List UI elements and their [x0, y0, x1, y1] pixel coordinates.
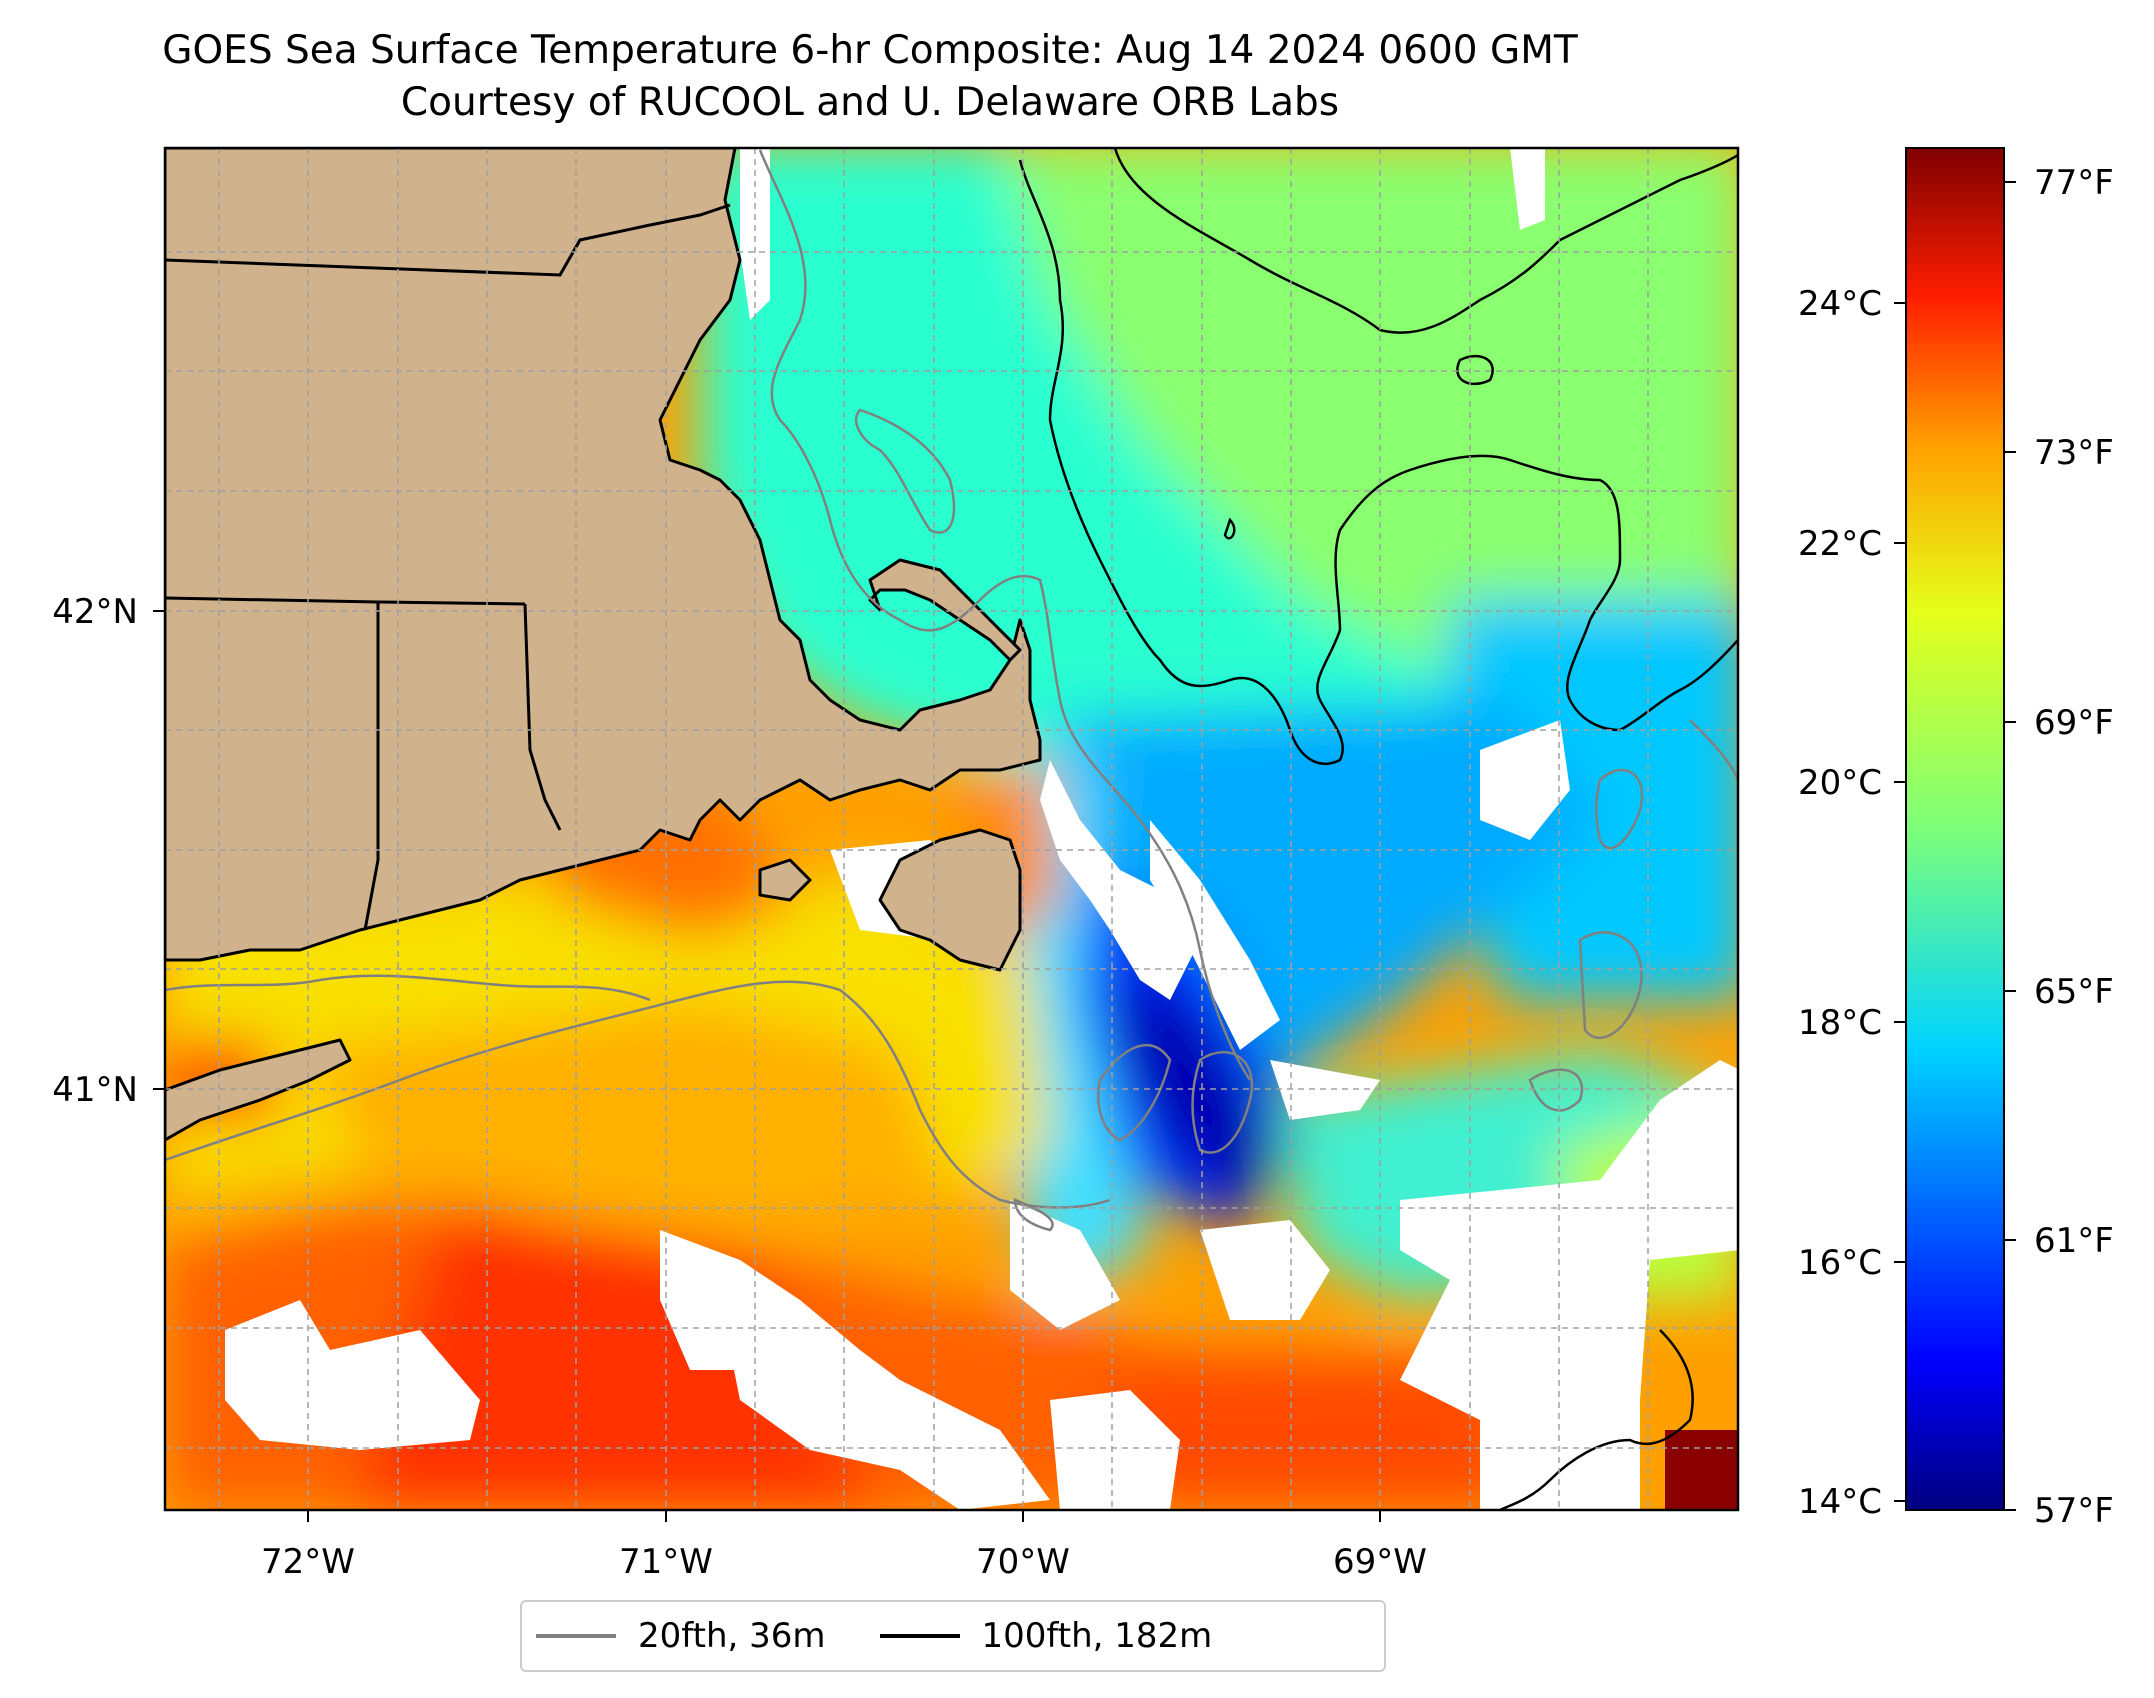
- colorbar-label-69f: 69°F: [2034, 703, 2114, 743]
- isobath-100fth: [1018, 148, 1738, 1510]
- lon-label-72w: 72°W: [261, 1542, 355, 1582]
- legend-label-20fth: 20fth, 36m: [638, 1616, 826, 1656]
- lon-label-69w: 69°W: [1333, 1542, 1427, 1582]
- colorbar: [1905, 147, 2005, 1511]
- isobath-20fth: [165, 149, 1738, 1232]
- legend-item-20fth: 20fth, 36m: [536, 1616, 826, 1656]
- colorbar-label-73f: 73°F: [2034, 433, 2114, 473]
- legend-swatch-20fth: [536, 1634, 616, 1638]
- lat-label-42n: 42°N: [52, 592, 138, 632]
- colorbar-label-22c: 22°C: [1798, 524, 1882, 564]
- map-ticks: [153, 610, 1381, 1522]
- no-data-regions: [225, 148, 1738, 1510]
- colorbar-label-57f: 57°F: [2034, 1491, 2114, 1531]
- colorbar-label-24c: 24°C: [1798, 284, 1882, 324]
- lon-label-71w: 71°W: [619, 1542, 713, 1582]
- graticule: [165, 148, 1738, 1510]
- colorbar-label-20c: 20°C: [1798, 763, 1882, 803]
- colorbar-label-14c: 14°C: [1798, 1482, 1882, 1522]
- colorbar-fahrenheit-ticks: [2004, 181, 2016, 1511]
- legend: 20fth, 36m 100fth, 182m: [520, 1600, 1386, 1672]
- lon-label-70w: 70°W: [976, 1542, 1070, 1582]
- legend-label-100fth: 100fth, 182m: [981, 1616, 1213, 1656]
- colorbar-label-61f: 61°F: [2034, 1221, 2114, 1261]
- colorbar-label-16c: 16°C: [1798, 1243, 1882, 1283]
- state-borders: [165, 203, 731, 931]
- map-panel: [165, 148, 1738, 1510]
- legend-swatch-100fth: [879, 1634, 960, 1638]
- lat-label-41n: 41°N: [52, 1070, 138, 1110]
- colorbar-label-18c: 18°C: [1798, 1003, 1882, 1043]
- colorbar-label-65f: 65°F: [2034, 972, 2114, 1012]
- land: [165, 148, 1042, 1142]
- legend-item-100fth: 100fth, 182m: [879, 1616, 1213, 1656]
- title-line-2: Courtesy of RUCOOL and U. Delaware ORB L…: [400, 80, 1340, 125]
- colorbar-label-77f: 77°F: [2034, 163, 2114, 203]
- title-line-1: GOES Sea Surface Temperature 6-hr Compos…: [162, 28, 1578, 73]
- colorbar-celsius-ticks: [1894, 302, 1906, 1502]
- map-frame: [163, 146, 1740, 1512]
